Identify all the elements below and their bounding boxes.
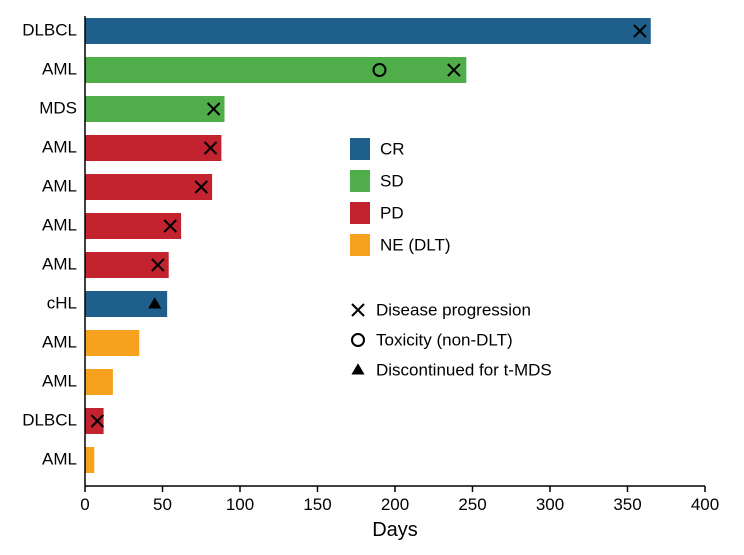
- chart-svg: DLBCL AML MDS AML AML AML AML cHL AML AML DLBCL AML…: [0, 0, 744, 555]
- y-category-label: AML: [42, 137, 77, 156]
- legend-swatch: [350, 138, 370, 160]
- y-category-label: DLBCL: [22, 410, 77, 429]
- y-category-label: MDS: [39, 98, 77, 117]
- x-tick-label: 300: [536, 495, 564, 514]
- marker-legend-label: Discontinued for t-MDS: [376, 360, 552, 379]
- x-tick-label: 50: [153, 495, 172, 514]
- legend-swatch: [350, 202, 370, 224]
- legend-label: PD: [380, 203, 404, 222]
- legend-label: NE (DLT): [380, 235, 451, 254]
- x-tick-label: 250: [458, 495, 486, 514]
- legend-label: SD: [380, 171, 404, 190]
- swimmer-plot: DLBCL AML MDS AML AML AML AML cHL AML AML DLBCL AML…: [0, 0, 744, 555]
- bar: [85, 57, 466, 83]
- y-category-label: AML: [42, 59, 77, 78]
- x-tick-label: 0: [80, 495, 89, 514]
- bar: [85, 135, 221, 161]
- x-tick-label: 400: [691, 495, 719, 514]
- bar: [85, 330, 139, 356]
- y-category-label: cHL: [47, 293, 77, 312]
- legend-label: CR: [380, 139, 405, 158]
- legend-swatch: [350, 234, 370, 256]
- marker-legend-label: Toxicity (non-DLT): [376, 330, 513, 349]
- bar: [85, 96, 225, 122]
- y-category-label: AML: [42, 176, 77, 195]
- y-category-label: AML: [42, 371, 77, 390]
- bar: [85, 252, 169, 278]
- x-tick-label: 150: [303, 495, 331, 514]
- x-axis-label: Days: [372, 519, 418, 541]
- bar: [85, 18, 651, 44]
- y-category-label: AML: [42, 254, 77, 273]
- y-category-label: AML: [42, 332, 77, 351]
- bar: [85, 408, 104, 434]
- bar: [85, 447, 94, 473]
- x-tick-label: 100: [226, 495, 254, 514]
- bar: [85, 213, 181, 239]
- bar: [85, 369, 113, 395]
- x-tick-label: 200: [381, 495, 409, 514]
- y-category-label: DLBCL: [22, 20, 77, 39]
- y-category-label: AML: [42, 449, 77, 468]
- y-category-label: AML: [42, 215, 77, 234]
- legend-swatch: [350, 170, 370, 192]
- bar: [85, 174, 212, 200]
- x-tick-label: 350: [613, 495, 641, 514]
- marker-legend-label: Disease progression: [376, 300, 531, 319]
